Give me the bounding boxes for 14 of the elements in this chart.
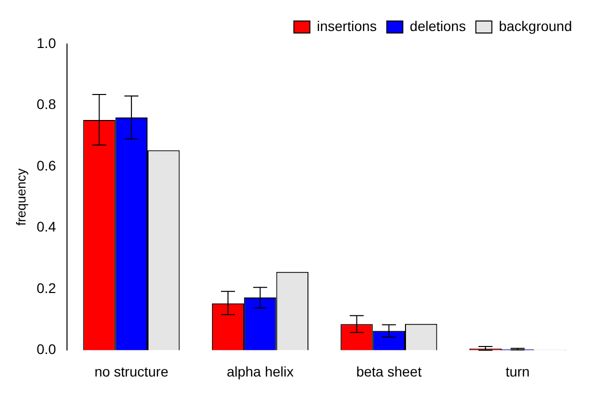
x-tick-label: alpha helix <box>226 363 294 380</box>
x-tick-label: no structure <box>94 363 169 380</box>
x-tick-label: turn <box>506 363 530 380</box>
y-tick-label: 0.0 <box>36 341 56 358</box>
y-tick-label: 0.2 <box>36 280 56 296</box>
y-tick-label: 0.8 <box>36 96 56 112</box>
legend-label: deletions <box>410 18 466 34</box>
y-axis-title: frequency <box>13 168 28 226</box>
legend-label: background <box>498 18 572 34</box>
y-tick-label: 0.6 <box>36 157 56 174</box>
y-tick-label: 1.0 <box>36 34 56 51</box>
x-tick-label: beta sheet <box>356 363 422 380</box>
legend-label: insertions <box>316 18 377 34</box>
y-tick-label: 0.4 <box>36 218 56 235</box>
